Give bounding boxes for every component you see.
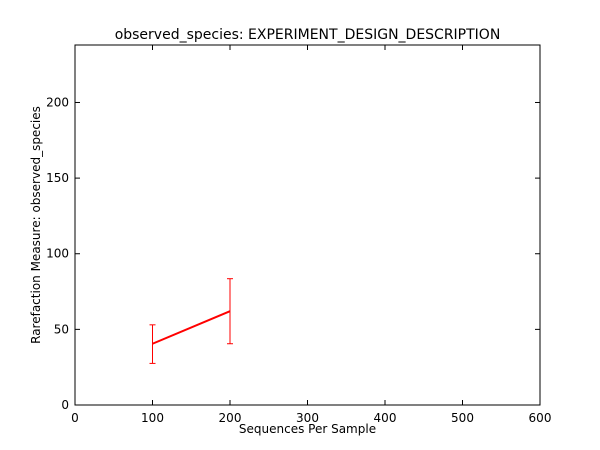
y-tick-label: 100 [46, 247, 69, 261]
x-tick-label: 500 [451, 411, 474, 425]
series-line [152, 310, 231, 345]
x-axis-ticks: 0 100 200 300 400 500 600 [71, 45, 551, 425]
y-tick-label: 200 [46, 95, 69, 109]
x-tick-label: 200 [219, 411, 242, 425]
series-layer [149, 278, 233, 364]
plot-area [74, 44, 541, 406]
x-tick-label: 600 [529, 411, 552, 425]
y-axis-ticks: 0 50 100 150 200 [46, 95, 540, 412]
x-tick-label: 400 [374, 411, 397, 425]
y-axis-label: Rarefaction Measure: observed_species [29, 106, 43, 344]
chart-title: observed_species: EXPERIMENT_DESIGN_DESC… [115, 27, 501, 43]
y-tick-label: 0 [61, 398, 69, 412]
x-tick-label: 0 [71, 411, 79, 425]
y-tick-label: 50 [54, 322, 69, 336]
y-tick-label: 150 [46, 171, 69, 185]
x-axis-label: Sequences Per Sample [239, 422, 376, 436]
x-tick-label: 300 [296, 411, 319, 425]
x-tick-label: 100 [141, 411, 164, 425]
